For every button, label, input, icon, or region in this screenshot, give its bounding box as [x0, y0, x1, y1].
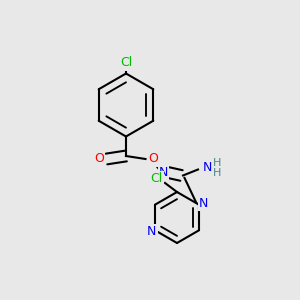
- Text: N: N: [159, 166, 168, 179]
- Text: H: H: [212, 158, 221, 168]
- Text: N: N: [147, 225, 157, 238]
- Text: O: O: [148, 152, 158, 166]
- Text: Cl: Cl: [120, 56, 132, 70]
- Text: Cl: Cl: [151, 172, 163, 185]
- Text: N: N: [199, 197, 208, 210]
- Text: H: H: [212, 168, 221, 178]
- Text: N: N: [202, 161, 212, 175]
- Text: O: O: [94, 152, 104, 166]
